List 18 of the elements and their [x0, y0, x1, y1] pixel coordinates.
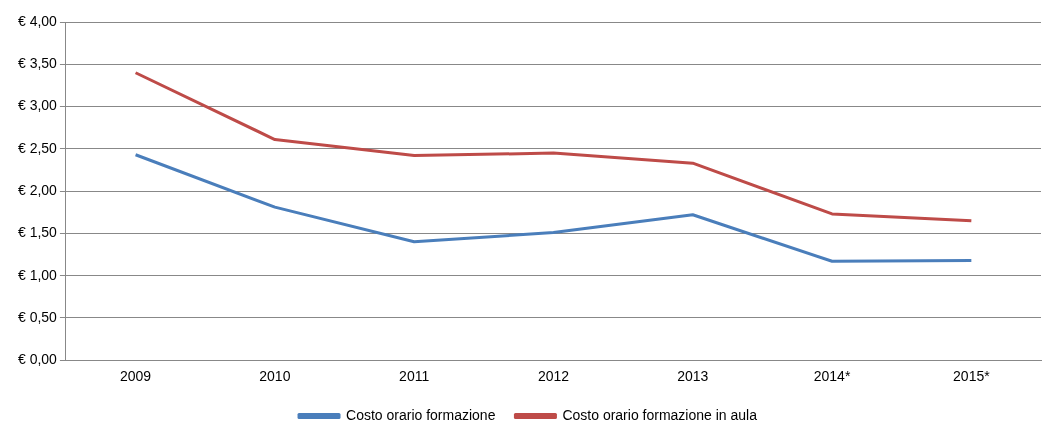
legend-label: Costo orario formazione: [346, 406, 496, 423]
x-tick-label: 2010: [259, 368, 291, 385]
y-tick-label: € 3,00: [17, 97, 58, 114]
x-tick-label: 2015*: [953, 368, 991, 385]
x-tick-label: 2012: [537, 368, 570, 385]
x-tick-label: 2009: [119, 368, 152, 385]
x-tick-label: 2011: [399, 368, 430, 385]
y-tick-label: € 0,50: [17, 308, 58, 325]
y-tick-label: € 2,50: [17, 139, 58, 156]
y-tick-label: € 2,00: [17, 181, 58, 198]
legend-label: Costo orario formazione in aula: [562, 406, 758, 423]
y-tick-label: € 3,50: [17, 55, 58, 72]
x-tick-label: 2013: [677, 368, 709, 385]
y-tick-label: € 0,00: [17, 351, 58, 368]
y-tick-label: € 4,00: [17, 12, 58, 29]
y-tick-label: € 1,00: [17, 266, 58, 283]
y-tick-label: € 1,50: [17, 224, 58, 241]
x-tick-label: 2014*: [813, 368, 851, 385]
